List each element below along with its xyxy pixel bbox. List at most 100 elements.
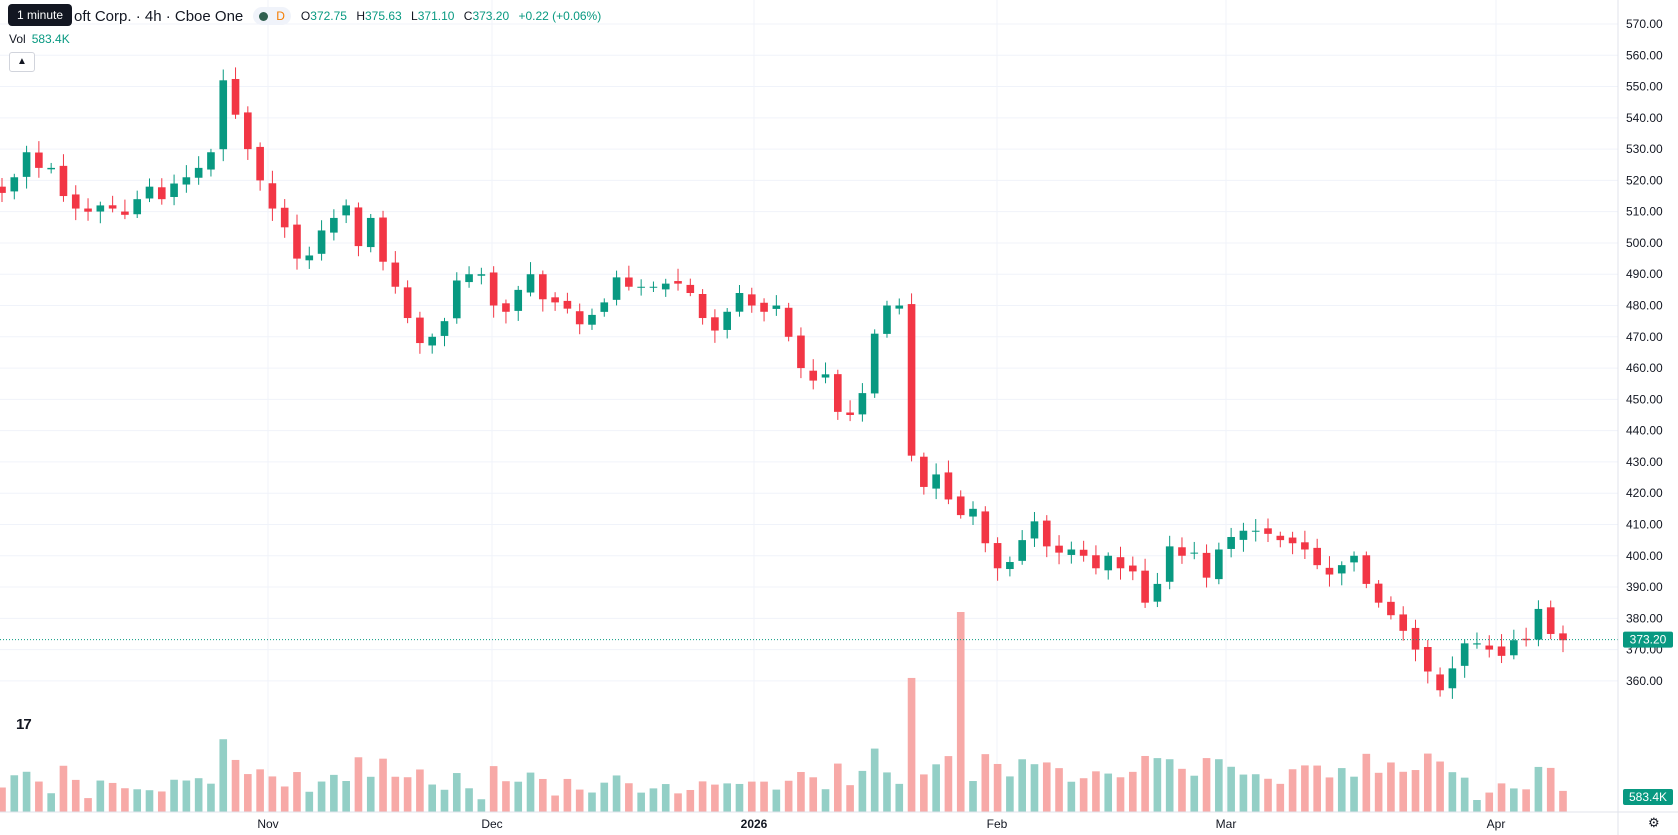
candle-body (428, 336, 437, 346)
volume-bar (268, 776, 277, 812)
volume-bar (526, 772, 535, 812)
volume-bar (1485, 792, 1494, 812)
volume-bar (637, 792, 645, 812)
market-status[interactable]: D (253, 7, 291, 25)
volume-bar (895, 783, 904, 812)
candle-body (391, 262, 400, 287)
volume-bar (145, 790, 154, 812)
price-tick-label: 490.00 (1626, 267, 1663, 281)
candle-body (1104, 555, 1113, 571)
volume-bar (35, 781, 43, 812)
candle-body (366, 217, 375, 248)
price-axis[interactable]: 360.00370.00380.00390.00400.00410.00420.… (1617, 0, 1663, 835)
candle-body (22, 152, 31, 177)
candle-body (1215, 549, 1223, 580)
candle-body (920, 456, 928, 487)
collapse-legend-button[interactable]: ▲ (9, 52, 35, 72)
candle-body (1374, 583, 1383, 603)
candle-body (207, 152, 215, 170)
candle-body (674, 281, 682, 284)
volume-bar (1301, 765, 1309, 812)
volume-bar (133, 789, 142, 812)
price-tick-label: 380.00 (1626, 611, 1663, 625)
time-axis[interactable]: Nov Dec 2026 Feb Mar Apr (0, 811, 1678, 831)
symbol-title[interactable]: oft Corp. · 4h · Cboe One (74, 7, 244, 25)
change-value: +0.22 (+0.06%) (518, 9, 602, 23)
gear-icon[interactable]: ⚙ (1648, 815, 1660, 830)
volume-bar (1079, 778, 1088, 812)
volume-bar (969, 781, 977, 812)
candle-body (1288, 537, 1297, 544)
price-tick-label: 480.00 (1626, 299, 1663, 313)
candle-body (219, 80, 228, 150)
candle-body (772, 305, 781, 309)
candle-body (1030, 521, 1039, 539)
volume-bar (1202, 758, 1211, 812)
low-value: 371.10 (417, 9, 455, 23)
candle-body (588, 314, 596, 325)
candle-body (1411, 627, 1420, 650)
candle-body (932, 474, 940, 489)
open-value: 372.75 (310, 9, 347, 23)
price-tick-label: 420.00 (1626, 486, 1663, 500)
volume-bar (0, 787, 6, 812)
volume-bar (1374, 772, 1383, 812)
candle-body (502, 303, 510, 312)
volume-bar (1350, 776, 1358, 812)
volume-bar (1251, 774, 1260, 812)
candle-body (342, 205, 350, 216)
volume-bar (711, 784, 719, 812)
volume-bar (170, 779, 178, 812)
volume-bar (477, 799, 486, 812)
candle-body (452, 280, 461, 319)
candle-body (1264, 528, 1272, 534)
volume-bar (207, 783, 215, 812)
volume-bar (1128, 771, 1137, 812)
price-tick-label: 540.00 (1626, 111, 1663, 125)
volume-bar (256, 769, 264, 812)
volume-bar (1313, 765, 1321, 812)
volume-bar (735, 783, 744, 812)
candle-body (661, 283, 670, 290)
candle-body (379, 217, 387, 262)
volume-bar (342, 781, 350, 812)
volume-bar (22, 771, 31, 812)
volume-bar (108, 782, 117, 812)
candle-body (1522, 638, 1530, 641)
candle-body (244, 112, 252, 150)
tradingview-logo-icon[interactable]: 17 (16, 716, 32, 733)
volume-bar (293, 772, 301, 812)
volume-bar (489, 766, 498, 812)
candle-body (317, 230, 326, 254)
volume-bar (1411, 770, 1420, 812)
volume-bar (1104, 773, 1113, 812)
close-value: 373.20 (472, 9, 510, 23)
candle-body (1006, 562, 1014, 570)
candle-body (268, 183, 277, 209)
candle-body (944, 472, 953, 500)
volume-bar (797, 771, 805, 812)
candle-body (1276, 535, 1285, 541)
volume-bar (1387, 762, 1395, 812)
candle-body (551, 297, 559, 303)
candle-body (895, 305, 904, 309)
price-tick-label: 440.00 (1626, 424, 1663, 438)
candle-body (1313, 547, 1321, 566)
price-tick-label: 400.00 (1626, 549, 1663, 563)
data-badge: D (276, 9, 285, 23)
volume-bar (870, 748, 879, 812)
volume-bar (47, 793, 55, 812)
candle-body (784, 307, 793, 337)
volume-bar (1460, 777, 1469, 812)
volume-bar (821, 789, 830, 812)
time-tick-label: Feb (987, 817, 1008, 831)
volume-bar (1337, 768, 1346, 812)
volume-bar (1276, 783, 1285, 812)
volume-bar (452, 773, 461, 812)
candle-body (1055, 545, 1063, 553)
volume-bar (686, 789, 695, 812)
candle-body (1018, 540, 1026, 561)
volume-bar (514, 781, 523, 812)
candle-body (465, 274, 473, 283)
